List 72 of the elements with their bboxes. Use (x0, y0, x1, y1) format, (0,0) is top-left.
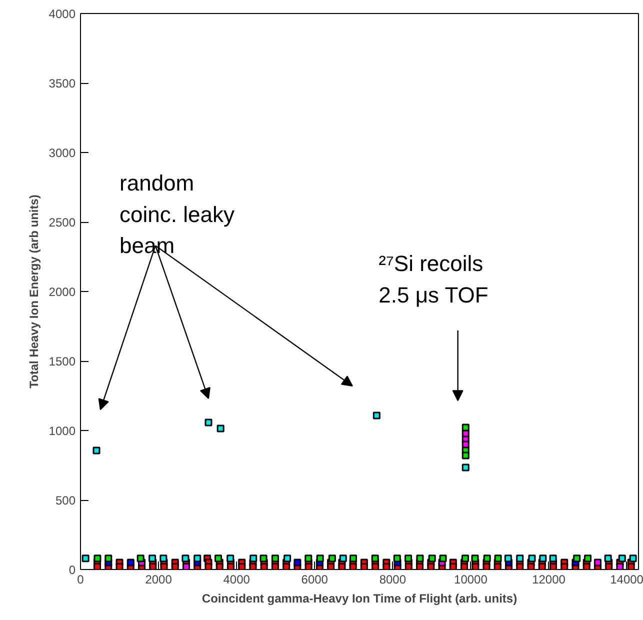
point (516, 554, 524, 562)
point (494, 554, 502, 562)
point (271, 554, 279, 562)
x-tick-label: 2000 (145, 572, 172, 586)
point (214, 554, 222, 562)
point (339, 554, 347, 562)
point (439, 554, 447, 562)
point (304, 554, 312, 562)
point (182, 554, 190, 562)
point (160, 554, 168, 562)
y-tick-label: 500 (55, 494, 76, 508)
y-tick-label: 4000 (48, 7, 76, 21)
point (350, 554, 358, 562)
y-tick-label: 3500 (48, 76, 76, 90)
point (316, 554, 324, 562)
annotation: ²⁷Si recoils 2.5 μs TOF (378, 251, 488, 308)
point (616, 562, 624, 570)
point (136, 554, 144, 562)
point (461, 554, 469, 562)
point (404, 554, 412, 562)
point (584, 554, 592, 562)
point (618, 554, 626, 562)
point (393, 554, 401, 562)
point (539, 554, 547, 562)
point (629, 554, 637, 562)
point (462, 424, 470, 432)
point (182, 562, 190, 570)
point (462, 464, 470, 472)
point (284, 554, 292, 562)
point (92, 446, 100, 454)
point (204, 418, 212, 426)
point (483, 554, 491, 562)
point (94, 554, 102, 562)
y-tick-label: 1000 (48, 424, 76, 438)
point (260, 554, 268, 562)
point (462, 452, 470, 460)
point (294, 558, 302, 566)
y-tick-label: 2500 (48, 216, 76, 230)
x-axis-title: Coincident gamma-Heavy Ion Time of Flight (arb. units) (202, 592, 518, 606)
y-tick-label: 2000 (48, 285, 76, 299)
point (594, 558, 602, 566)
point (216, 424, 224, 432)
point (82, 554, 90, 562)
y-axis-title: Total Heavy Ion Energy (arb units) (26, 194, 41, 388)
point (148, 554, 156, 562)
point (549, 554, 557, 562)
y-tick-label: 1500 (48, 354, 76, 368)
x-tick-label: 8000 (379, 572, 406, 586)
point (604, 554, 612, 562)
annotation: random coinc. leaky beam (120, 170, 234, 258)
point (504, 554, 512, 562)
point (528, 554, 536, 562)
point (104, 554, 112, 562)
y-tick-label: 0 (68, 563, 76, 577)
x-tick-label: 0 (77, 572, 84, 586)
point (328, 554, 336, 562)
y-tick-label: 3000 (48, 146, 76, 160)
x-tick-label: 6000 (301, 572, 328, 586)
point (416, 554, 424, 562)
point (471, 554, 479, 562)
x-tick-label: 4000 (223, 572, 250, 586)
point (428, 554, 436, 562)
point (126, 558, 134, 566)
point (194, 554, 202, 562)
point (371, 554, 379, 562)
point (250, 554, 258, 562)
x-tick-label: 12000 (532, 572, 566, 586)
x-tick-label: 14000 (610, 572, 643, 586)
point (226, 554, 234, 562)
point (573, 554, 581, 562)
point (372, 412, 380, 420)
x-tick-label: 10000 (454, 572, 488, 586)
